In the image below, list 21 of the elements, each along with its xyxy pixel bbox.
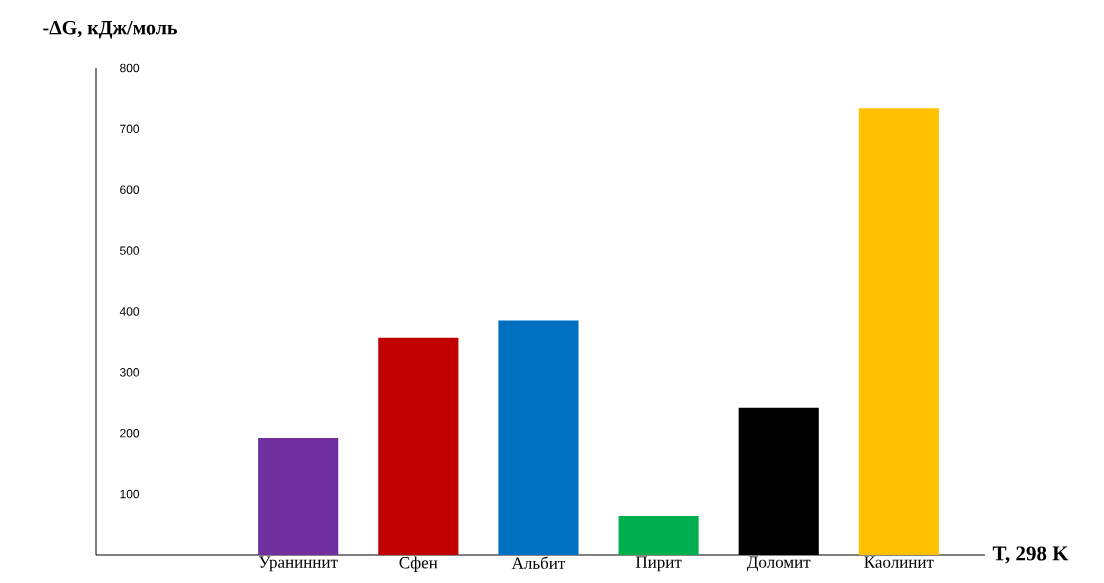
bar <box>858 108 939 555</box>
y-tick-label: 100 <box>120 489 140 499</box>
bar <box>258 438 339 555</box>
y-tick-label: 300 <box>120 368 140 377</box>
x-tick-label: Доломит <box>746 556 811 572</box>
y-tick-label: 400 <box>119 307 140 316</box>
x-tick-label: Пирит <box>635 556 682 572</box>
bar <box>498 320 579 555</box>
x-tick-label: Каолинит <box>864 556 934 568</box>
x-tick-label: Ураниннит <box>258 556 338 572</box>
x-tick-label: Сфен <box>399 556 438 572</box>
y-tick-label: 600 <box>120 185 140 194</box>
x-tick-label: Альбит <box>511 556 566 569</box>
y-tick-label: 500 <box>120 246 140 255</box>
y-tick-label: 200 <box>120 428 140 438</box>
y-tick-label: 800 <box>120 63 140 73</box>
bar <box>618 516 699 555</box>
y-axis-title: -ΔG, кДж/моль <box>43 20 178 39</box>
x-axis-title: T, 298 K <box>992 546 1069 564</box>
y-tick-label: 700 <box>120 124 140 134</box>
bar <box>378 337 459 555</box>
